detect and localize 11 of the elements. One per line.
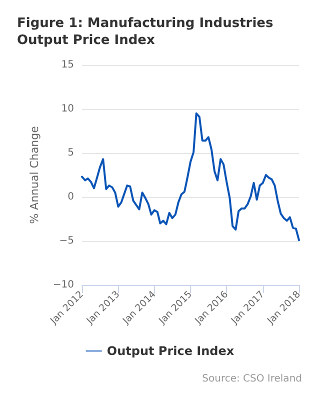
source-note: Source: CSO Ireland	[202, 374, 302, 384]
y-tick-label: 5	[68, 148, 74, 158]
line-series	[81, 112, 300, 242]
y-tick-label: −5	[59, 236, 74, 246]
y-tick-label: 15	[61, 60, 74, 70]
y-tick-label: 0	[68, 192, 74, 202]
y-tick-label: −10	[52, 280, 74, 290]
chart-title: Figure 1: Manufacturing Industries Output Price Index	[17, 16, 278, 48]
y-tick-label: 10	[61, 104, 74, 114]
legend-label: Output Price Index	[106, 344, 234, 358]
y-axis-title: % Annual Change	[28, 126, 41, 224]
